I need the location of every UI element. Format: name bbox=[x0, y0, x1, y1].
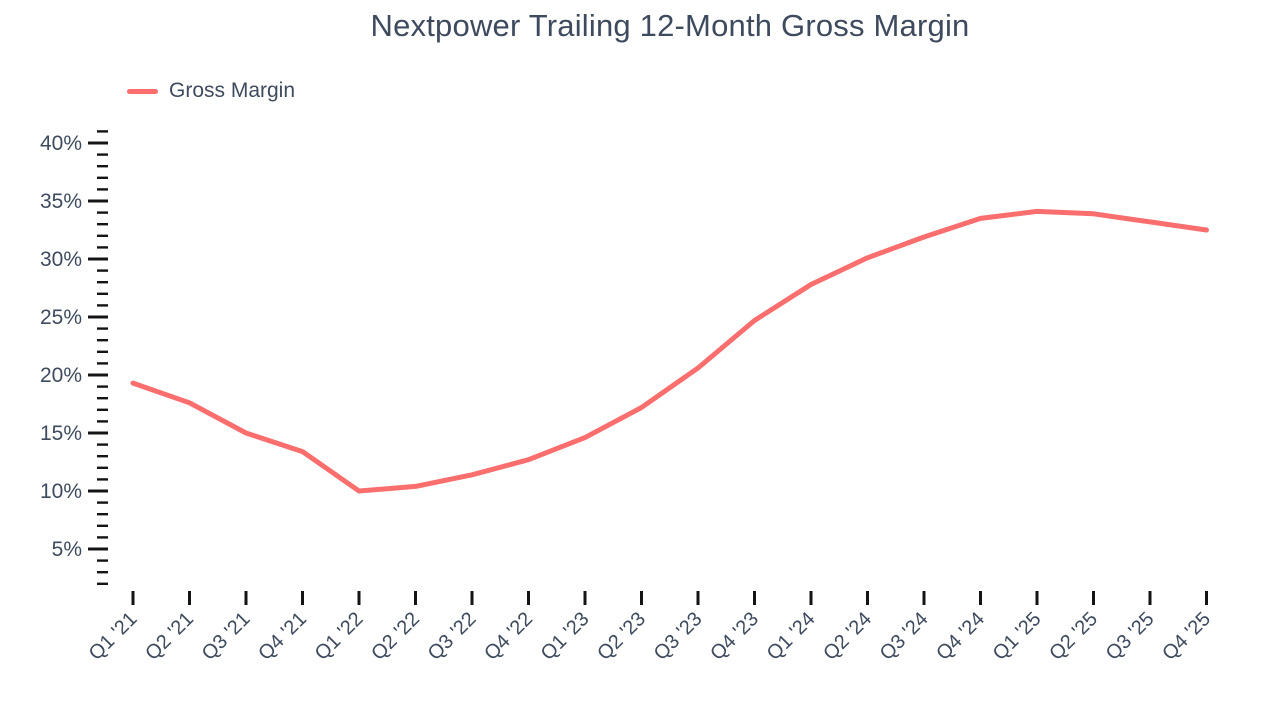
x-tick-label: Q1 '25 bbox=[989, 608, 1046, 665]
x-tick-label: Q1 '24 bbox=[763, 608, 820, 665]
x-tick-label: Q1 '23 bbox=[537, 608, 594, 665]
y-tick-label: 10% bbox=[40, 480, 82, 503]
x-tick-label: Q3 '21 bbox=[198, 608, 255, 665]
x-tick-label: Q3 '22 bbox=[424, 608, 481, 665]
x-tick-label: Q1 '22 bbox=[311, 608, 368, 665]
x-tick-label: Q1 '21 bbox=[85, 608, 142, 665]
x-tick-label: Q4 '25 bbox=[1158, 608, 1215, 665]
y-tick-label: 25% bbox=[40, 306, 82, 329]
y-tick-label: 30% bbox=[40, 248, 82, 271]
y-tick-label: 20% bbox=[40, 364, 82, 387]
legend-line-swatch-icon bbox=[127, 88, 158, 94]
x-tick-label: Q4 '22 bbox=[480, 608, 537, 665]
legend: Gross Margin bbox=[127, 79, 295, 103]
x-tick-label: Q2 '21 bbox=[141, 608, 198, 665]
x-axis: Q1 '21 Q2 '21 Q3 '21 Q4 '21 Q1 '22 Q2 '22 Q3 '… bbox=[85, 591, 1215, 665]
x-tick-label: Q3 '25 bbox=[1102, 608, 1159, 665]
x-tick-label: Q2 '25 bbox=[1045, 608, 1102, 665]
y-tick-label: 35% bbox=[40, 190, 82, 213]
chart-title: Nextpower Trailing 12-Month Gross Margin bbox=[370, 8, 970, 43]
series-layer bbox=[130, 208, 1209, 494]
legend-series-label: Gross Margin bbox=[169, 79, 296, 102]
x-tick-label: Q4 '24 bbox=[932, 608, 989, 665]
x-tick-label: Q2 '22 bbox=[367, 608, 424, 665]
x-tick-label: Q2 '24 bbox=[819, 608, 876, 665]
y-tick-label: 40% bbox=[40, 132, 82, 155]
x-tick-label: Q4 '23 bbox=[706, 608, 763, 665]
x-tick-label: Q3 '23 bbox=[650, 608, 707, 665]
y-tick-label: 15% bbox=[40, 422, 82, 445]
y-tick-label: 5% bbox=[52, 538, 82, 561]
gross-margin-line bbox=[130, 208, 1209, 494]
x-tick-label: Q2 '23 bbox=[593, 608, 650, 665]
y-axis: 5% 10% 15% 20% 25% 30% 35% 40% bbox=[40, 130, 108, 585]
x-tick-label: Q4 '21 bbox=[254, 608, 311, 665]
x-tick-label: Q3 '24 bbox=[876, 608, 933, 665]
